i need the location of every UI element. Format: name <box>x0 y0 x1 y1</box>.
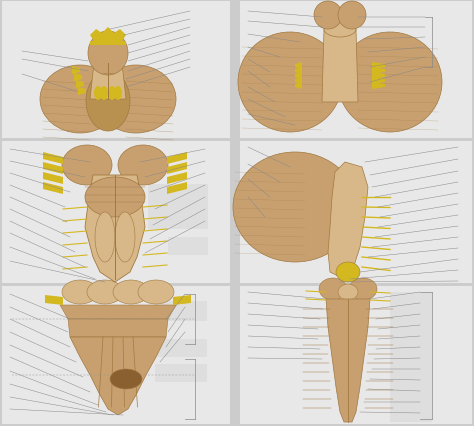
Ellipse shape <box>115 213 135 262</box>
Polygon shape <box>173 295 191 305</box>
Polygon shape <box>295 63 302 70</box>
Ellipse shape <box>62 280 98 304</box>
Bar <box>155 301 207 321</box>
Polygon shape <box>76 81 84 89</box>
Bar <box>168 237 208 256</box>
Polygon shape <box>43 173 63 184</box>
Ellipse shape <box>113 280 149 304</box>
Bar <box>2 286 230 424</box>
Ellipse shape <box>349 278 377 300</box>
Polygon shape <box>90 64 126 100</box>
Polygon shape <box>167 173 187 184</box>
Polygon shape <box>328 163 368 277</box>
Polygon shape <box>167 153 187 164</box>
Bar <box>155 339 207 357</box>
Polygon shape <box>372 83 385 90</box>
Bar <box>155 364 207 382</box>
Polygon shape <box>90 42 126 46</box>
Ellipse shape <box>94 87 102 101</box>
Bar <box>2 2 230 139</box>
Polygon shape <box>372 68 385 75</box>
Ellipse shape <box>40 66 120 134</box>
Ellipse shape <box>108 87 116 101</box>
Polygon shape <box>70 337 166 415</box>
Bar <box>240 142 472 283</box>
Ellipse shape <box>62 146 112 186</box>
Polygon shape <box>167 183 187 195</box>
Ellipse shape <box>96 66 176 134</box>
Ellipse shape <box>338 33 442 132</box>
Polygon shape <box>78 88 86 96</box>
Bar <box>148 184 208 230</box>
Polygon shape <box>295 68 302 75</box>
Ellipse shape <box>86 72 130 132</box>
Ellipse shape <box>138 280 174 304</box>
Polygon shape <box>72 67 80 75</box>
Ellipse shape <box>238 33 342 132</box>
Polygon shape <box>60 305 176 319</box>
Ellipse shape <box>324 22 356 38</box>
Polygon shape <box>45 295 63 305</box>
Ellipse shape <box>336 262 360 282</box>
Polygon shape <box>74 74 82 82</box>
Ellipse shape <box>118 146 168 186</box>
Polygon shape <box>372 63 385 70</box>
Polygon shape <box>326 299 370 422</box>
Polygon shape <box>295 83 302 90</box>
Ellipse shape <box>338 2 366 30</box>
Polygon shape <box>68 319 168 337</box>
Polygon shape <box>167 163 187 175</box>
Ellipse shape <box>110 369 142 389</box>
Polygon shape <box>43 153 63 164</box>
Ellipse shape <box>85 178 145 218</box>
Polygon shape <box>43 183 63 195</box>
Ellipse shape <box>314 2 342 30</box>
Ellipse shape <box>87 280 123 304</box>
Polygon shape <box>372 78 385 85</box>
Ellipse shape <box>95 213 115 262</box>
Ellipse shape <box>338 284 358 300</box>
Bar <box>2 142 230 283</box>
Polygon shape <box>295 73 302 80</box>
Ellipse shape <box>233 153 357 262</box>
Ellipse shape <box>88 32 128 76</box>
Ellipse shape <box>100 87 108 101</box>
Polygon shape <box>43 163 63 175</box>
Polygon shape <box>372 73 385 80</box>
Polygon shape <box>295 78 302 85</box>
Bar <box>390 292 432 422</box>
Bar <box>240 286 472 424</box>
Ellipse shape <box>114 87 122 101</box>
Polygon shape <box>85 176 145 282</box>
Polygon shape <box>322 30 358 103</box>
Polygon shape <box>90 28 126 42</box>
Bar <box>240 2 472 139</box>
Ellipse shape <box>319 278 347 300</box>
